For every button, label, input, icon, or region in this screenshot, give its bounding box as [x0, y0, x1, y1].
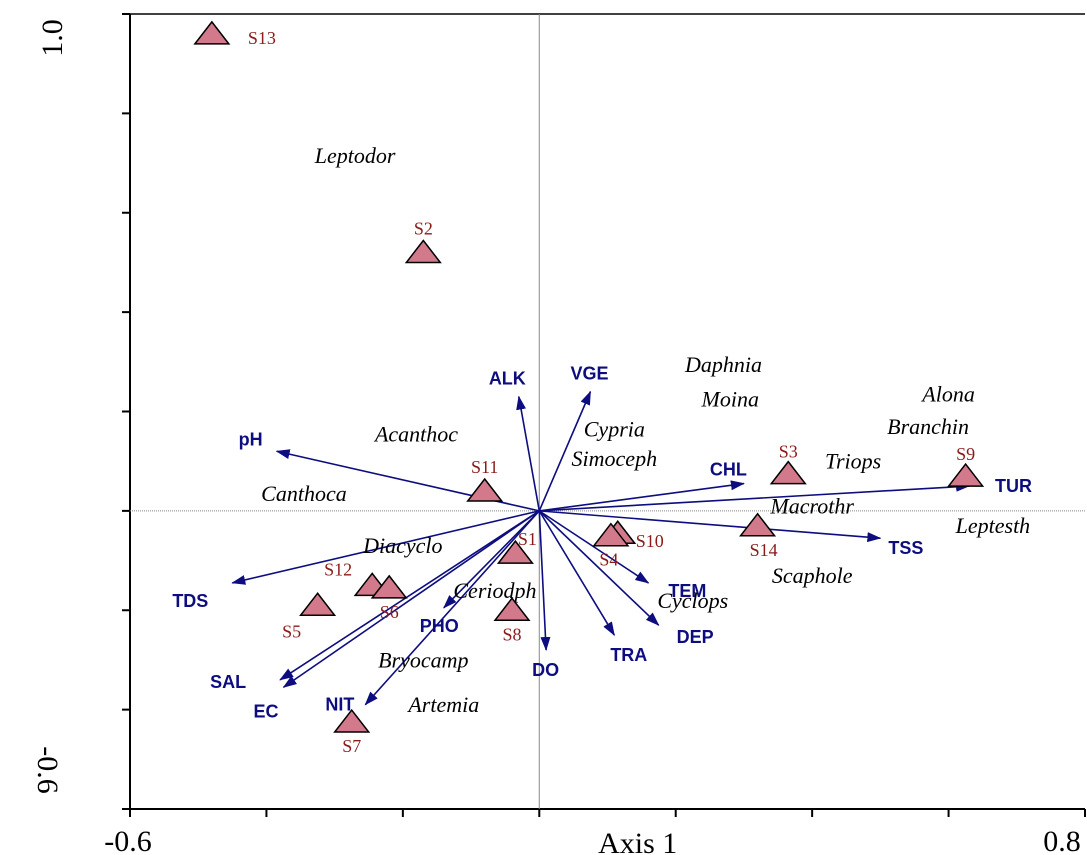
site-label-s3: S3 — [779, 442, 798, 462]
env-arrow-ec — [282, 510, 540, 688]
species-triops: Triops — [825, 449, 881, 474]
species-cypria: Cypria — [584, 416, 645, 441]
plot-frame — [129, 13, 1085, 810]
site-label-s4: S4 — [599, 550, 618, 570]
site-marker-s5 — [299, 592, 337, 617]
site-marker-s11 — [466, 477, 504, 502]
site-marker-s7 — [333, 708, 371, 733]
y-tick-label-max: 1.0 — [36, 19, 69, 57]
species-acanthoc: Acanthoc — [373, 421, 458, 446]
site-label-s11: S11 — [471, 457, 498, 477]
env-label-chl: CHL — [710, 460, 747, 480]
env-arrow-chl — [539, 480, 745, 512]
site-marker-s6 — [370, 574, 408, 599]
env-label-pho: PHO — [420, 616, 459, 636]
env-label-do: DO — [532, 660, 559, 680]
site-marker-s14 — [739, 512, 777, 537]
species-canthoca: Canthoca — [261, 481, 347, 506]
env-arrow-tds — [231, 510, 540, 585]
site-label-s9: S9 — [956, 444, 975, 464]
species-moina: Moina — [701, 387, 759, 412]
site-label-s7: S7 — [342, 736, 361, 756]
site-label-s2: S2 — [414, 219, 433, 239]
site-marker-s9 — [947, 462, 985, 487]
env-label-vge: VGE — [570, 364, 608, 384]
species-scaphole: Scaphole — [772, 563, 853, 588]
site-markers: S13 S2 S11 S1 S10 S4 S3 S9 S14 S8 S12 S6 S5 S7 — [193, 20, 985, 756]
env-label-tur: TUR — [995, 476, 1032, 496]
env-label-nit: NIT — [325, 695, 354, 715]
species-cyclops: Cyclops — [657, 588, 728, 613]
env-arrow-vge — [538, 390, 592, 512]
env-arrow-do — [538, 510, 551, 651]
site-marker-s4 — [592, 522, 630, 547]
species-alona: Alona — [920, 382, 975, 407]
site-label-s8: S8 — [502, 624, 521, 644]
species-daphnia: Daphnia — [684, 352, 762, 377]
env-arrow-dep — [538, 510, 660, 626]
env-arrow-tra — [538, 510, 616, 636]
species-branchin: Branchin — [887, 414, 969, 439]
species-bryocamp: Bryocamp — [378, 647, 468, 672]
env-label-tss: TSS — [888, 538, 923, 558]
env-label-tem: TEM — [668, 581, 706, 601]
site-label-s13: S13 — [248, 28, 276, 48]
axis-ticks — [122, 13, 1086, 817]
site-label-s12: S12 — [324, 559, 352, 579]
env-label-ec: EC — [253, 701, 278, 721]
env-label-alk: ALK — [489, 369, 526, 389]
species-leptodor: Leptodor — [314, 143, 396, 168]
species-ceriodph: Ceriodph — [453, 578, 536, 603]
site-marker-s1 — [496, 539, 534, 564]
site-marker-s2 — [404, 239, 442, 264]
x-axis-title: Axis 1 — [598, 827, 677, 855]
env-arrow-tur — [539, 481, 971, 512]
env-label-dep: DEP — [677, 627, 714, 647]
x-tick-label-max: 0.8 — [1043, 825, 1081, 855]
site-label-s1: S1 — [518, 529, 537, 549]
site-marker-s13 — [193, 20, 231, 45]
site-label-s10: S10 — [636, 531, 664, 551]
environmental-vectors: ALK VGE pH CHL TUR TSS TEM DEP TRA DO PHO NIT TDS SAL… — [172, 364, 1032, 722]
species-simoceph: Simoceph — [572, 446, 658, 471]
species-diacyclo: Diacyclo — [362, 533, 442, 558]
site-label-s6: S6 — [380, 602, 399, 622]
env-arrow-tem — [538, 510, 650, 584]
species-artemia: Artemia — [406, 692, 479, 717]
env-arrow-sal — [279, 510, 540, 681]
y-tick-label-min: -0.6 — [31, 746, 64, 794]
env-arrow-alk — [516, 395, 541, 512]
site-label-s5: S5 — [282, 621, 301, 641]
species-macrothr: Macrothr — [769, 493, 854, 518]
env-arrow-nit — [364, 510, 540, 706]
env-label-tds: TDS — [172, 591, 208, 611]
axis-labels: -0.6 0.8 Axis 1 1.0 -0.6 — [31, 19, 1081, 855]
env-arrow-tss — [539, 510, 882, 543]
site-marker-s3 — [769, 460, 807, 485]
species-labels: Leptodor Daphnia Moina Alona Branchin Cypria A… — [261, 143, 1030, 717]
env-label-sal: SAL — [210, 672, 246, 692]
env-arrow-pho — [443, 510, 540, 609]
site-label-s14: S14 — [750, 540, 778, 560]
zero-lines — [130, 14, 1085, 809]
env-label-ph: pH — [239, 429, 263, 449]
x-tick-label-min: -0.6 — [104, 825, 152, 855]
env-label-tra: TRA — [610, 645, 647, 665]
species-leptesth: Leptesth — [955, 513, 1031, 538]
site-marker-s8 — [493, 597, 531, 621]
